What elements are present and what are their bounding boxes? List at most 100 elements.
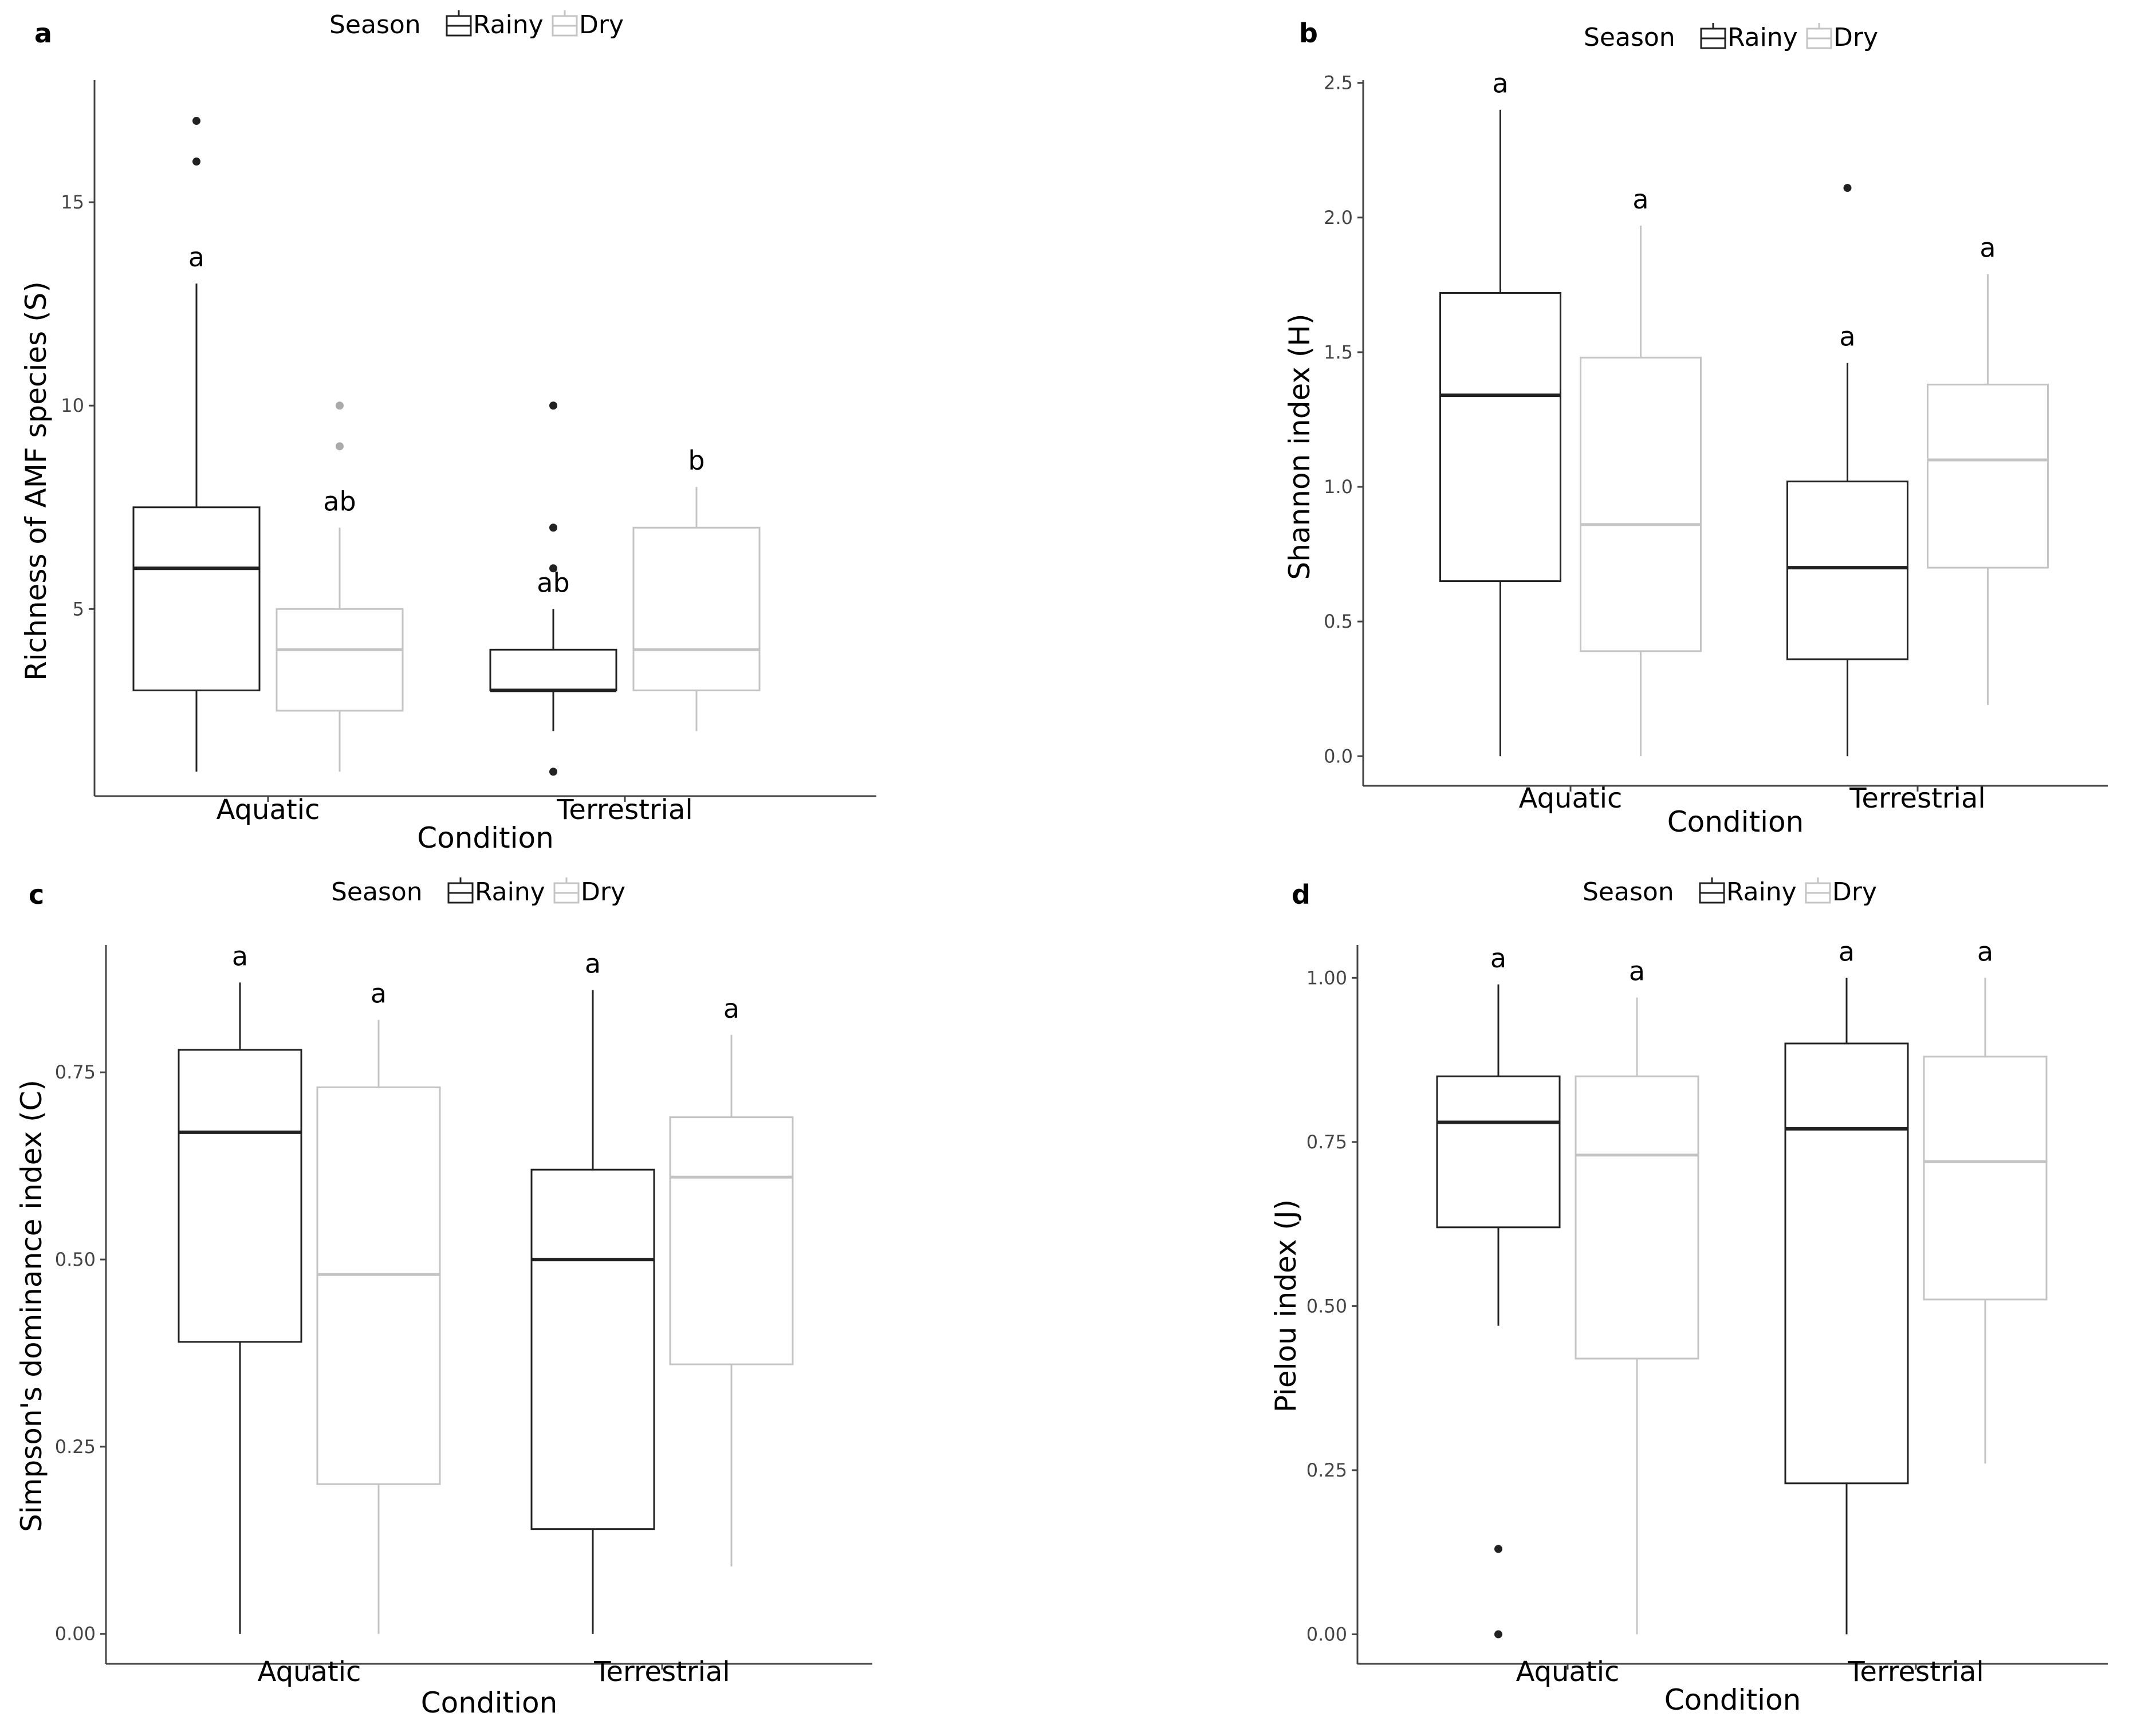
significance-letter: b (688, 445, 704, 476)
box-iqr (132, 506, 261, 691)
legend: Season Rainy Dry (1583, 877, 1877, 907)
y-tick-label: 0.00 (55, 1623, 96, 1645)
legend-label-dry: Dry (579, 10, 624, 40)
significance-letter: a (1979, 233, 1996, 263)
box-iqr (530, 1168, 655, 1530)
y-tick-label: 0.0 (1324, 745, 1353, 767)
significance-letter: ab (537, 567, 569, 598)
box-iqr (632, 526, 761, 691)
x-axis-title: Condition (417, 821, 554, 855)
legend-label-rainy: Rainy (1726, 877, 1797, 907)
x-category-label: Terrestrial (593, 1656, 730, 1688)
box-dry-terrestrial: a (1923, 936, 2048, 1464)
panel-letter: b (1299, 18, 1318, 49)
significance-letter: a (585, 948, 601, 979)
legend: Season Rainy Dry (1584, 23, 1878, 52)
outlier-point (192, 158, 200, 166)
y-tick-label: 1.00 (1306, 967, 1347, 989)
significance-letter: a (232, 940, 248, 971)
x-axis-title: Condition (1667, 805, 1804, 839)
box-dry-aquatic: ab (275, 401, 404, 772)
significance-letter: a (1977, 936, 1993, 967)
box-rainy-aquatic: a (1436, 943, 1561, 1639)
outlier-point (1494, 1630, 1502, 1639)
legend: Season Rainy Dry (329, 10, 624, 40)
legend-label-dry: Dry (581, 877, 625, 907)
box-dry-terrestrial: a (669, 993, 794, 1567)
legend-key-dry (552, 10, 578, 37)
y-tick-label: 0.75 (1306, 1131, 1347, 1153)
outlier-point (336, 442, 344, 451)
x-category-label: Aquatic (217, 794, 320, 826)
outlier-point (1843, 184, 1852, 192)
panel-letter: d (1292, 879, 1310, 910)
x-category-label: Terrestrial (1847, 1656, 1983, 1688)
box-rainy-terrestrial: a (1784, 936, 1909, 1635)
y-tick-label: 0.75 (55, 1061, 96, 1083)
box-dry-terrestrial: b (632, 445, 761, 731)
y-axis-title: Shannon index (H) (1283, 314, 1316, 580)
y-axis-title: Simpson's dominance index (C) (15, 1080, 48, 1532)
x-category-label: Terrestrial (556, 794, 692, 826)
box-rainy-terrestrial: a (1786, 184, 1908, 757)
y-tick-label: 2.5 (1324, 72, 1353, 94)
box-iqr (1786, 481, 1908, 660)
y-tick-label: 0.50 (1306, 1295, 1347, 1317)
outlier-point (1494, 1545, 1502, 1553)
significance-letter: a (1632, 184, 1648, 215)
y-tick-label: 15 (61, 191, 84, 213)
legend-key-dry (1806, 23, 1832, 49)
legend-title: Season (329, 10, 421, 40)
box-rainy-terrestrial: ab (489, 401, 617, 776)
significance-letter: a (188, 242, 204, 273)
legend-label-dry: Dry (1833, 23, 1878, 52)
legend-key-dry (1805, 877, 1831, 904)
legend-title: Season (1583, 877, 1674, 907)
box-iqr (669, 1116, 794, 1365)
x-axis-title: Condition (421, 1686, 558, 1719)
chart-panel-b: b Season Rainy Dry 0.0 0.5 1.0 1.5 2.0 2.5 Aquatic… (1283, 18, 2108, 839)
y-tick-label: 2.0 (1324, 207, 1353, 229)
y-tick-label: 5 (73, 598, 84, 620)
box-rainy-aquatic: a (178, 940, 302, 1634)
box-iqr (1784, 1042, 1909, 1485)
legend-key-rainy (1699, 877, 1725, 904)
significance-letter: a (1839, 936, 1855, 967)
x-category-label: Terrestrial (1849, 782, 1985, 814)
legend-label-rainy: Rainy (473, 10, 544, 40)
outlier-point (549, 767, 557, 776)
box-iqr (1439, 292, 1561, 582)
y-tick-label: 0.00 (1306, 1623, 1347, 1645)
y-tick-label: 0.5 (1324, 611, 1353, 632)
box-iqr (1927, 383, 2049, 569)
box-iqr (489, 648, 617, 691)
chart-panel-c: c Season Rainy Dry 0.00 0.25 0.50 0.75 Aquatic Te… (15, 877, 872, 1719)
y-tick-label: 1.0 (1324, 476, 1353, 498)
chart-panel-a: a Season Rainy Dry 5 10 15 Aquatic TerrestrialCo… (19, 10, 876, 855)
legend-label-rainy: Rainy (475, 877, 545, 907)
y-tick-label: 0.25 (1306, 1459, 1347, 1481)
box-iqr (275, 608, 404, 712)
box-dry-aquatic: a (1580, 184, 1702, 757)
x-category-label: Aquatic (1516, 1656, 1620, 1688)
box-rainy-aquatic: a (1439, 68, 1561, 757)
panel-letter: c (29, 879, 44, 910)
y-axis-title: Richness of AMF species (S) (19, 281, 53, 681)
significance-letter: a (723, 993, 739, 1024)
y-axis-title: Pielou index (J) (1269, 1199, 1302, 1412)
box-dry-aquatic: a (316, 978, 441, 1634)
significance-letter: a (1492, 68, 1508, 99)
legend-key-rainy (1700, 23, 1726, 49)
chart-panel-d: d Season Rainy Dry 0.00 0.25 0.50 0.75 1.00 Aquat… (1269, 877, 2108, 1717)
box-dry-terrestrial: a (1927, 233, 2049, 705)
outlier-point (336, 401, 344, 410)
outlier-point (192, 117, 200, 125)
y-tick-label: 10 (61, 395, 84, 416)
box-rainy-aquatic: a (132, 117, 261, 772)
panel-letter: a (34, 18, 52, 49)
significance-letter: a (1629, 956, 1645, 987)
significance-letter: ab (323, 486, 356, 517)
y-tick-label: 1.5 (1324, 341, 1353, 363)
x-category-label: Aquatic (1519, 782, 1623, 814)
